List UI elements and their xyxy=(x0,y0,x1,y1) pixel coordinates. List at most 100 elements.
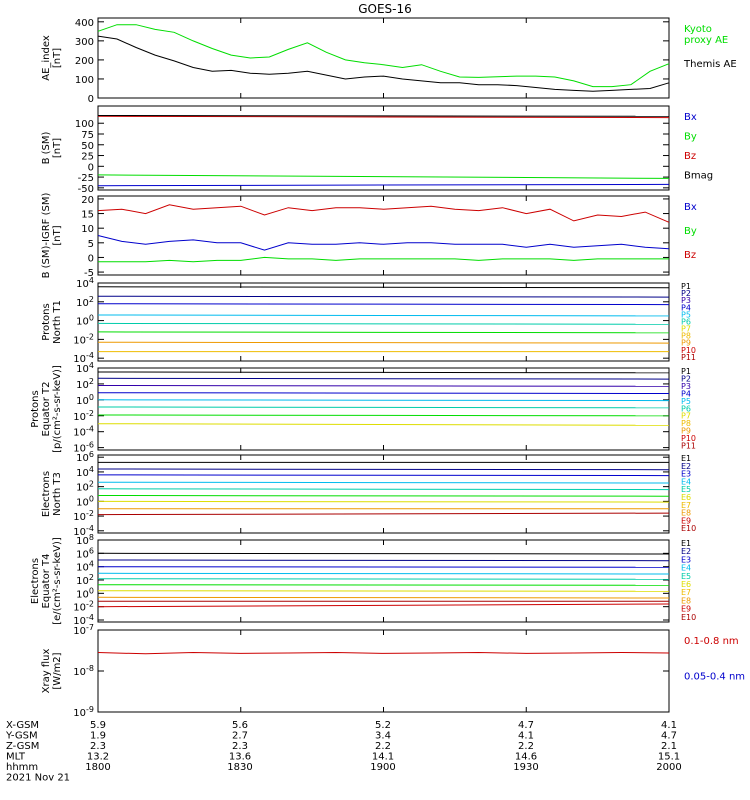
legend-entry: P2 xyxy=(681,289,691,298)
legend-entry: By xyxy=(684,132,697,143)
legend-entry: E5 xyxy=(681,572,691,581)
legend-entry: Kyoto xyxy=(684,24,712,35)
y-tick-label: 75 xyxy=(81,130,94,141)
legend-entry: E9 xyxy=(681,516,691,525)
legend-entry: Bz xyxy=(684,250,696,261)
footer-cell: 2.2 xyxy=(518,741,534,752)
y-tick-label: 10-2 xyxy=(73,509,94,523)
y-tick-label: 100 xyxy=(76,586,94,600)
y-tick-label: 100 xyxy=(75,75,94,86)
y-tick-label: 400 xyxy=(75,18,94,29)
legend-entry: By xyxy=(684,226,697,237)
footer-cell: 2.7 xyxy=(232,731,248,742)
panel-xray: 10-9 10-8 10-7 Xray flux [W/m2] 0.1-0.8 nm 0.0… xyxy=(41,623,745,719)
y-tick-label: 104 xyxy=(76,276,94,290)
series-line-navy xyxy=(97,559,670,562)
legend-entry: proxy AE xyxy=(684,35,728,46)
legend-entry: P7 xyxy=(681,325,691,334)
panel-frame xyxy=(97,282,670,362)
series-line-orange xyxy=(97,341,670,344)
legend-entry: E3 xyxy=(681,470,691,479)
series-line-blue xyxy=(97,183,670,187)
legend-entry: E6 xyxy=(681,493,691,502)
series-line-teal xyxy=(97,578,670,580)
y-axis-label: Electrons xyxy=(30,558,41,604)
y-axis-label: [nT] xyxy=(52,48,63,68)
footer-cell: 5.6 xyxy=(232,720,248,731)
y-axis-label: [e/(cm²-s-sr-keV)] xyxy=(52,537,63,625)
legend-entry: P11 xyxy=(681,442,696,451)
legend-entry: P5 xyxy=(681,397,691,406)
footer-cell: 1.9 xyxy=(90,731,106,742)
y-tick-label: 100 xyxy=(75,119,94,130)
legend-entry: P9 xyxy=(681,339,691,348)
legend-entry: Bmag xyxy=(684,171,713,182)
y-tick-label: 10-8 xyxy=(73,664,94,678)
series-line-blue xyxy=(97,303,670,306)
footer-cell: 1900 xyxy=(370,762,395,773)
series-line-black xyxy=(97,552,670,555)
series-line-cyan xyxy=(97,314,670,317)
series-line-yellow xyxy=(97,590,670,592)
series-line-red xyxy=(97,204,670,223)
footer-cell: 14.6 xyxy=(515,752,537,763)
y-tick-label: 102 xyxy=(76,480,94,494)
series-line-red xyxy=(97,115,670,119)
legend-entry: P3 xyxy=(681,382,691,391)
series-line-black xyxy=(97,371,670,374)
series-line-blue xyxy=(97,566,670,568)
plot-title: GOES-16 xyxy=(358,2,412,16)
y-tick-label: 10-2 xyxy=(73,600,94,614)
legend-entry: E9 xyxy=(681,605,691,614)
y-tick-label: 100 xyxy=(76,494,94,508)
footer-cell: 13.2 xyxy=(87,752,109,763)
series-line-green xyxy=(97,584,670,586)
legend-entry: E1 xyxy=(681,454,691,463)
series-line-teal xyxy=(97,322,670,325)
footer-row-label: 2021 Nov 21 xyxy=(6,773,70,784)
legend-entry: E7 xyxy=(681,501,691,510)
y-tick-label: 102 xyxy=(76,377,94,391)
series-line-cyan xyxy=(97,399,670,402)
series-line-yellow xyxy=(97,500,670,503)
y-tick-label: 108 xyxy=(76,533,94,547)
footer-cell: 2000 xyxy=(656,762,681,773)
legend-entry: 0.1-0.8 nm xyxy=(684,636,739,647)
y-tick-label: 10-2 xyxy=(73,409,94,423)
legend-entry: E6 xyxy=(681,580,691,589)
legend-entry: P8 xyxy=(681,332,691,341)
legend-entry: P11 xyxy=(681,353,696,362)
y-tick-label: 10 xyxy=(81,224,94,235)
panel-frame xyxy=(97,539,670,623)
legend-entry: P4 xyxy=(681,303,691,312)
footer-row-label: hhmm xyxy=(6,762,38,773)
y-tick-label: 100 xyxy=(76,393,94,407)
series-line-green xyxy=(97,174,670,179)
legend-entry: P7 xyxy=(681,412,691,421)
y-tick-label: 106 xyxy=(76,450,94,464)
y-axis-label: [nT] xyxy=(52,138,63,158)
legend-entry: P10 xyxy=(681,434,696,443)
legend-entry: Bx xyxy=(684,202,697,213)
legend-entry: E3 xyxy=(681,555,691,564)
footer-cell: 2.3 xyxy=(90,741,106,752)
panel-bigrf: -5 0 5 10 15 20 B (SM)-IGRF (SM) [nT] Bx By Bz xyxy=(41,193,697,280)
y-tick-label: 104 xyxy=(76,465,94,479)
legend-entry: P9 xyxy=(681,427,691,436)
legend-entry: E8 xyxy=(681,596,691,605)
legend-entry: P1 xyxy=(681,367,691,376)
y-axis-label: Xray flux xyxy=(41,649,52,694)
series-line-blue xyxy=(97,235,670,251)
y-tick-label: 104 xyxy=(76,560,94,574)
y-tick-label: 0 xyxy=(88,94,94,105)
footer-row-label: Y-GSM xyxy=(5,731,38,742)
y-tick-label: 10-9 xyxy=(73,705,94,719)
y-tick-label: 25 xyxy=(81,152,94,163)
legend-entry: E5 xyxy=(681,485,691,494)
footer-cell: 5.9 xyxy=(90,720,106,731)
legend-entry: P5 xyxy=(681,310,691,319)
